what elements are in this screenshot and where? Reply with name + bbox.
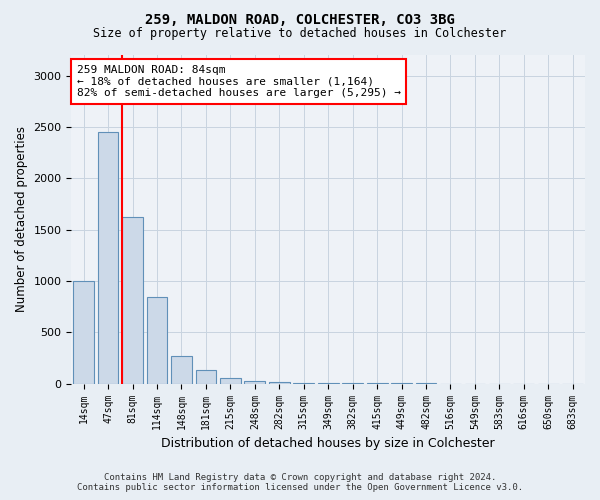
Text: 259, MALDON ROAD, COLCHESTER, CO3 3BG: 259, MALDON ROAD, COLCHESTER, CO3 3BG [145,12,455,26]
Text: 259 MALDON ROAD: 84sqm
← 18% of detached houses are smaller (1,164)
82% of semi-: 259 MALDON ROAD: 84sqm ← 18% of detached… [77,65,401,98]
Text: Size of property relative to detached houses in Colchester: Size of property relative to detached ho… [94,28,506,40]
Bar [244,381,265,384]
Bar [146,298,167,384]
Y-axis label: Number of detached properties: Number of detached properties [15,126,28,312]
Bar [318,383,338,384]
Bar [269,382,290,384]
Bar [220,378,241,384]
Bar [98,132,118,384]
Bar [171,356,192,384]
Bar [73,281,94,384]
Bar [293,383,314,384]
Text: Contains HM Land Registry data © Crown copyright and database right 2024.
Contai: Contains HM Land Registry data © Crown c… [77,473,523,492]
Bar [196,370,217,384]
Bar [122,218,143,384]
X-axis label: Distribution of detached houses by size in Colchester: Distribution of detached houses by size … [161,437,495,450]
